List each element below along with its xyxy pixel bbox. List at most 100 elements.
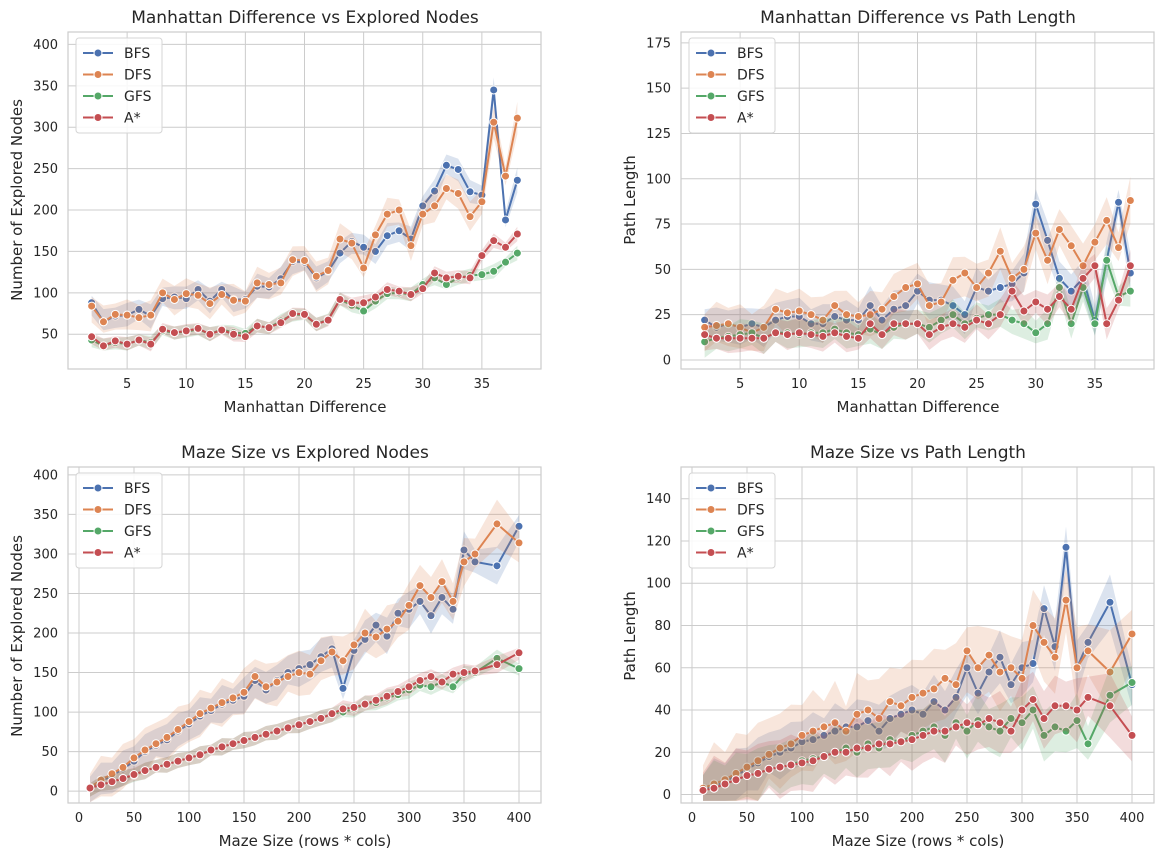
data-point xyxy=(1019,306,1029,316)
legend-label: A* xyxy=(737,546,754,562)
series-A* xyxy=(85,647,524,797)
data-point xyxy=(514,538,524,548)
data-point xyxy=(1043,235,1053,245)
data-point xyxy=(1078,261,1088,271)
data-point xyxy=(492,519,502,529)
data-point xyxy=(709,783,719,793)
data-point xyxy=(865,301,875,311)
data-point xyxy=(962,663,972,673)
data-point xyxy=(122,339,132,349)
data-point xyxy=(973,720,983,730)
data-point xyxy=(305,717,315,727)
data-point xyxy=(96,780,106,790)
legend-label: GFS xyxy=(124,524,152,540)
data-point xyxy=(889,292,899,302)
y-tick-label: 300 xyxy=(33,547,58,562)
data-point xyxy=(808,726,818,736)
data-point xyxy=(1066,241,1076,251)
data-point xyxy=(797,730,807,740)
data-point xyxy=(924,301,934,311)
data-point xyxy=(1043,255,1053,265)
data-point xyxy=(370,292,380,302)
y-tick-label: 20 xyxy=(654,746,671,761)
series-A* xyxy=(698,671,1137,801)
data-point xyxy=(995,246,1005,256)
data-point xyxy=(753,768,763,778)
data-point xyxy=(940,705,950,715)
data-point xyxy=(907,705,917,715)
data-point xyxy=(818,331,828,341)
data-point xyxy=(1061,701,1071,711)
y-tick-label: 0 xyxy=(50,785,58,800)
data-point xyxy=(984,713,994,723)
x-tick-label: 100 xyxy=(177,811,202,826)
y-tick-label: 140 xyxy=(646,492,671,507)
y-tick-label: 350 xyxy=(33,79,58,94)
data-point xyxy=(404,682,414,692)
x-tick-label: 35 xyxy=(474,377,491,392)
legend-label: DFS xyxy=(124,68,152,84)
data-point xyxy=(735,333,745,343)
x-tick-label: 5 xyxy=(736,377,744,392)
data-point xyxy=(771,315,781,325)
data-point xyxy=(206,703,216,713)
data-point xyxy=(228,739,238,749)
data-point xyxy=(393,616,403,626)
data-point xyxy=(448,669,458,679)
data-point xyxy=(162,732,172,742)
data-point xyxy=(1007,315,1017,325)
data-point xyxy=(514,664,524,674)
legend-label: A* xyxy=(124,546,141,562)
data-point xyxy=(512,229,522,239)
data-point xyxy=(948,301,958,311)
data-point xyxy=(283,672,293,682)
legend-label: BFS xyxy=(124,481,150,497)
data-point xyxy=(87,301,97,311)
y-axis-label: Number of Explored Nodes xyxy=(8,99,26,301)
data-point xyxy=(1007,286,1017,296)
x-axis-label: Maze Size (rows * cols) xyxy=(219,832,392,850)
x-tick-label: 15 xyxy=(237,377,254,392)
y-axis-label: Path Length xyxy=(621,591,639,680)
data-point xyxy=(742,771,752,781)
data-point xyxy=(852,743,862,753)
data-point xyxy=(1006,726,1016,736)
data-point xyxy=(437,592,447,602)
y-tick-label: 50 xyxy=(654,263,671,278)
data-point xyxy=(1050,722,1060,732)
data-point xyxy=(394,286,404,296)
data-point xyxy=(1054,273,1064,283)
y-tick-label: 300 xyxy=(33,121,58,136)
data-point xyxy=(453,188,463,198)
data-point xyxy=(418,209,428,219)
data-point xyxy=(335,234,345,244)
panel-manhattan-pathlength: Manhattan Difference vs Path Length Manh… xyxy=(621,8,1155,416)
data-point xyxy=(983,310,993,320)
data-point xyxy=(700,330,710,340)
data-point xyxy=(146,310,156,320)
data-point xyxy=(140,745,150,755)
data-point xyxy=(723,333,733,343)
data-point xyxy=(430,186,440,196)
data-point xyxy=(394,205,404,215)
confidence-band xyxy=(703,671,1132,801)
confidence-band xyxy=(91,101,518,333)
x-tick-label: 250 xyxy=(342,811,367,826)
data-point xyxy=(806,319,816,329)
data-point xyxy=(370,246,380,256)
data-point xyxy=(786,760,796,770)
data-point xyxy=(470,549,480,559)
data-point xyxy=(747,319,757,329)
y-tick-label: 400 xyxy=(33,38,58,53)
data-point xyxy=(206,745,216,755)
legend-marker xyxy=(93,505,103,514)
data-point xyxy=(1039,730,1049,740)
data-point xyxy=(1054,224,1064,234)
data-point xyxy=(489,117,499,127)
data-point xyxy=(948,319,958,329)
data-point xyxy=(842,310,852,320)
confidence-band xyxy=(704,176,1131,352)
data-point xyxy=(184,717,194,727)
data-point xyxy=(283,723,293,733)
legend-label: BFS xyxy=(737,481,763,497)
